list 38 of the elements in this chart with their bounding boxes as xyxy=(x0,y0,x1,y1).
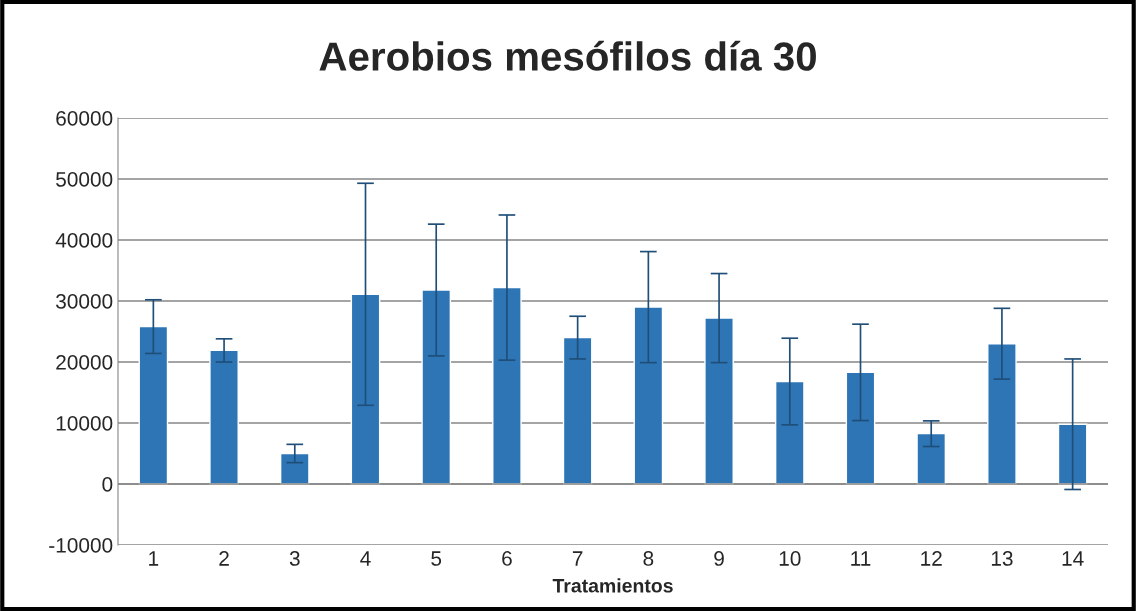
bar xyxy=(209,349,239,485)
y-tick-label: -10000 xyxy=(49,538,113,553)
x-tick-label: 11 xyxy=(851,551,871,566)
bar xyxy=(845,371,876,485)
x-tick-label: 6 xyxy=(502,551,512,566)
x-tick-label: 9 xyxy=(714,551,724,566)
bar xyxy=(421,289,452,485)
bar xyxy=(492,286,522,485)
x-tick-label: 5 xyxy=(431,551,442,566)
x-tick-label: 7 xyxy=(572,551,583,566)
y-tick-label: 10000 xyxy=(56,416,113,431)
y-tick-label: 50000 xyxy=(56,172,113,187)
x-tick-label: 1 xyxy=(149,551,159,566)
bar xyxy=(704,317,734,485)
y-tick-label: 20000 xyxy=(56,355,113,370)
x-tick-label: 10 xyxy=(779,551,801,566)
x-tick-label: 12 xyxy=(921,551,942,566)
bar xyxy=(987,343,1017,485)
x-axis-title: Tratamientos xyxy=(552,578,673,593)
bar xyxy=(138,325,169,485)
bar xyxy=(774,380,805,485)
bar xyxy=(1057,423,1088,485)
bar xyxy=(350,293,381,485)
x-tick-label: 4 xyxy=(360,551,371,566)
bar xyxy=(916,432,947,485)
y-tick-label: 30000 xyxy=(56,294,113,309)
x-tick-label: 8 xyxy=(643,551,654,566)
x-tick-label: 2 xyxy=(219,551,229,566)
bar xyxy=(279,452,310,485)
bar xyxy=(562,336,593,485)
bar xyxy=(633,306,664,485)
chart-title: Aerobios mesófilos día 30 xyxy=(319,40,816,71)
y-tick-label: 40000 xyxy=(55,233,113,248)
x-tick-label: 3 xyxy=(289,551,300,566)
y-tick-label: 0 xyxy=(102,477,113,492)
x-tick-label: 14 xyxy=(1062,551,1084,566)
x-tick-label: 13 xyxy=(991,551,1013,566)
y-tick-label: 60000 xyxy=(56,111,113,126)
